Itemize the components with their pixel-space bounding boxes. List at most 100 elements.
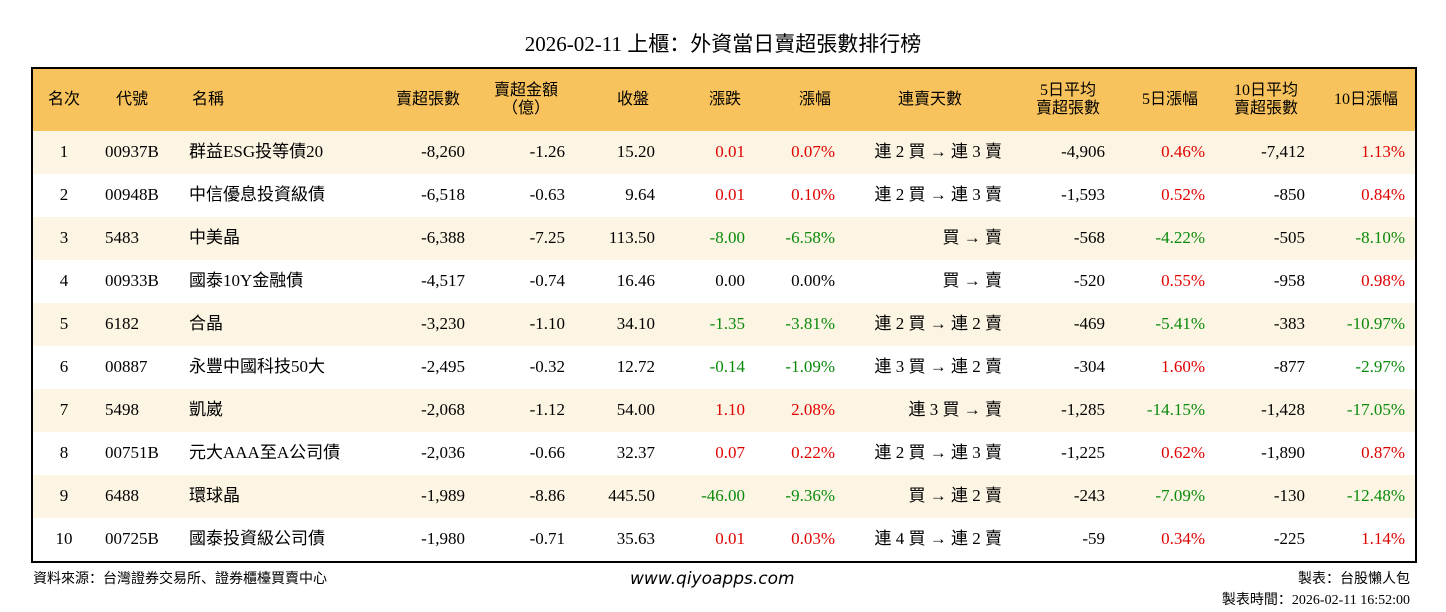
table-row (33, 389, 1415, 432)
table-cell: 54.00 (616, 400, 655, 419)
website: www.qiyoapps.com (630, 569, 795, 589)
table-cell: 0.01 (715, 185, 745, 204)
table-cell: 0.10% (791, 185, 835, 204)
table-cell: -59 (1082, 529, 1105, 548)
table-cell: 0.03% (791, 529, 835, 548)
table-cell: -8.10% (1355, 228, 1405, 247)
table-cell: -1.35 (709, 314, 745, 333)
table-cell: 0.00% (791, 271, 835, 290)
table-cell: -877 (1273, 357, 1305, 376)
table-cell: 0.84% (1361, 185, 1405, 204)
table: 名次 代號 名稱 賣超張數 賣超金額 （億） 收盤 漲跌 漲幅 連賣天數 5日平均 賣超張數 5日漲幅 1… (31, 67, 1417, 563)
table-cell: -520 (1073, 271, 1105, 290)
table-cell: 0.01 (715, 142, 745, 161)
table-cell: -1.26 (529, 142, 565, 161)
table-cell: 群益ESG投等債20 (189, 142, 324, 161)
table-cell: -3.81% (785, 314, 835, 333)
table-cell: -1,428 (1261, 400, 1305, 419)
table-row (33, 174, 1415, 217)
table-cell: -0.63 (529, 185, 565, 204)
table-row (33, 432, 1415, 475)
table-cell: -17.05% (1346, 400, 1405, 419)
table-cell: -0.74 (529, 271, 565, 290)
table-cell: 0.98% (1361, 271, 1405, 290)
table-cell: 9.64 (625, 185, 655, 204)
table-cell: 6 (59, 357, 69, 376)
table-cell: -0.32 (529, 357, 565, 376)
table-cell: 6488 (105, 486, 139, 505)
table-cell: -4.22% (1155, 228, 1205, 247)
header-cell: 賣超張數 (1035, 100, 1100, 117)
table-cell: 5483 (105, 228, 139, 247)
table-cell: 00948B (105, 185, 159, 204)
table-cell: 連 2 買 → 連 2 賣 (874, 314, 1003, 333)
table-cell: 國泰投資級公司債 (189, 529, 325, 548)
timestamp: 製表時間：2026-02-11 16:52:00 (1221, 593, 1410, 608)
table-cell: 3 (59, 228, 69, 247)
author: 製表：台股懶人包 (1298, 572, 1410, 587)
table-row (33, 260, 1415, 303)
table-row (33, 475, 1415, 518)
title: 2026-02-11 上櫃：外資當日賣超張數排行榜 (524, 32, 922, 56)
table-cell: 連 3 買 → 連 2 賣 (874, 357, 1003, 376)
table-cell: 0.62% (1161, 443, 1205, 462)
table-cell: -469 (1073, 314, 1105, 333)
table-cell: -9.36% (785, 486, 835, 505)
table-cell: 0.52% (1161, 185, 1205, 204)
table-cell: 0.46% (1161, 142, 1205, 161)
table-cell: 5498 (105, 400, 139, 419)
table-cell: 00751B (105, 443, 159, 462)
table-row (33, 217, 1415, 260)
table-cell: -46.00 (701, 486, 745, 505)
table-cell: -6,388 (421, 228, 465, 247)
table-cell: 1 (59, 142, 69, 161)
table-cell: -7,412 (1261, 142, 1305, 161)
table-cell: -7.25 (529, 228, 565, 247)
table-cell: -7.09% (1155, 486, 1205, 505)
table-cell: 0.00 (715, 271, 745, 290)
table-cell: -958 (1273, 271, 1305, 290)
table-cell: 15.20 (616, 142, 655, 161)
header-cell: 5日平均 (1039, 82, 1096, 99)
table-cell: -5.41% (1155, 314, 1205, 333)
table-cell: -4,517 (421, 271, 465, 290)
table-cell: 4 (59, 271, 69, 290)
table-cell: 中信優息投資級債 (189, 185, 325, 204)
table-cell: 元大AAA至A公司債 (189, 443, 341, 462)
table-cell: 2.08% (791, 400, 835, 419)
table-row (33, 131, 1415, 174)
table-row (33, 518, 1415, 561)
table-cell: -6.58% (785, 228, 835, 247)
table-cell: -1.10 (529, 314, 565, 333)
table-cell: 32.37 (616, 443, 655, 462)
table-cell: 0.22% (791, 443, 835, 462)
table-cell: -8.86 (529, 486, 565, 505)
table-cell: 6182 (105, 314, 139, 333)
table-cell: -8.00 (709, 228, 745, 247)
table-cell: -2,495 (421, 357, 465, 376)
header-cell: 5日漲幅 (1141, 91, 1198, 108)
table-cell: 中美晶 (189, 228, 240, 247)
table-cell: -383 (1273, 314, 1305, 333)
header-cell: 收盤 (616, 91, 649, 108)
table-cell: -10.97% (1346, 314, 1405, 333)
table-cell: 連 4 買 → 連 2 賣 (874, 529, 1003, 548)
table-cell: 連 2 買 → 連 3 賣 (874, 142, 1003, 161)
table-cell: -568 (1073, 228, 1105, 247)
table-cell: 0.01 (715, 529, 745, 548)
table-cell: 445.50 (608, 486, 655, 505)
table-cell: 凱崴 (189, 400, 223, 419)
table-cell: 連 3 買 → 賣 (908, 400, 1003, 419)
table-cell: -1,225 (1061, 443, 1105, 462)
header-cell: 賣超張數 (1233, 100, 1298, 117)
table-cell: 買 → 連 2 賣 (908, 486, 1003, 505)
table-cell: -225 (1273, 529, 1305, 548)
table-cell: 買 → 賣 (942, 228, 1003, 247)
table-cell: -130 (1273, 486, 1305, 505)
header-cell: 漲跌 (708, 91, 741, 108)
table-cell: 2 (59, 185, 69, 204)
table-cell: 1.13% (1361, 142, 1405, 161)
table-cell: -2.97% (1355, 357, 1405, 376)
table-cell: 35.63 (616, 529, 655, 548)
